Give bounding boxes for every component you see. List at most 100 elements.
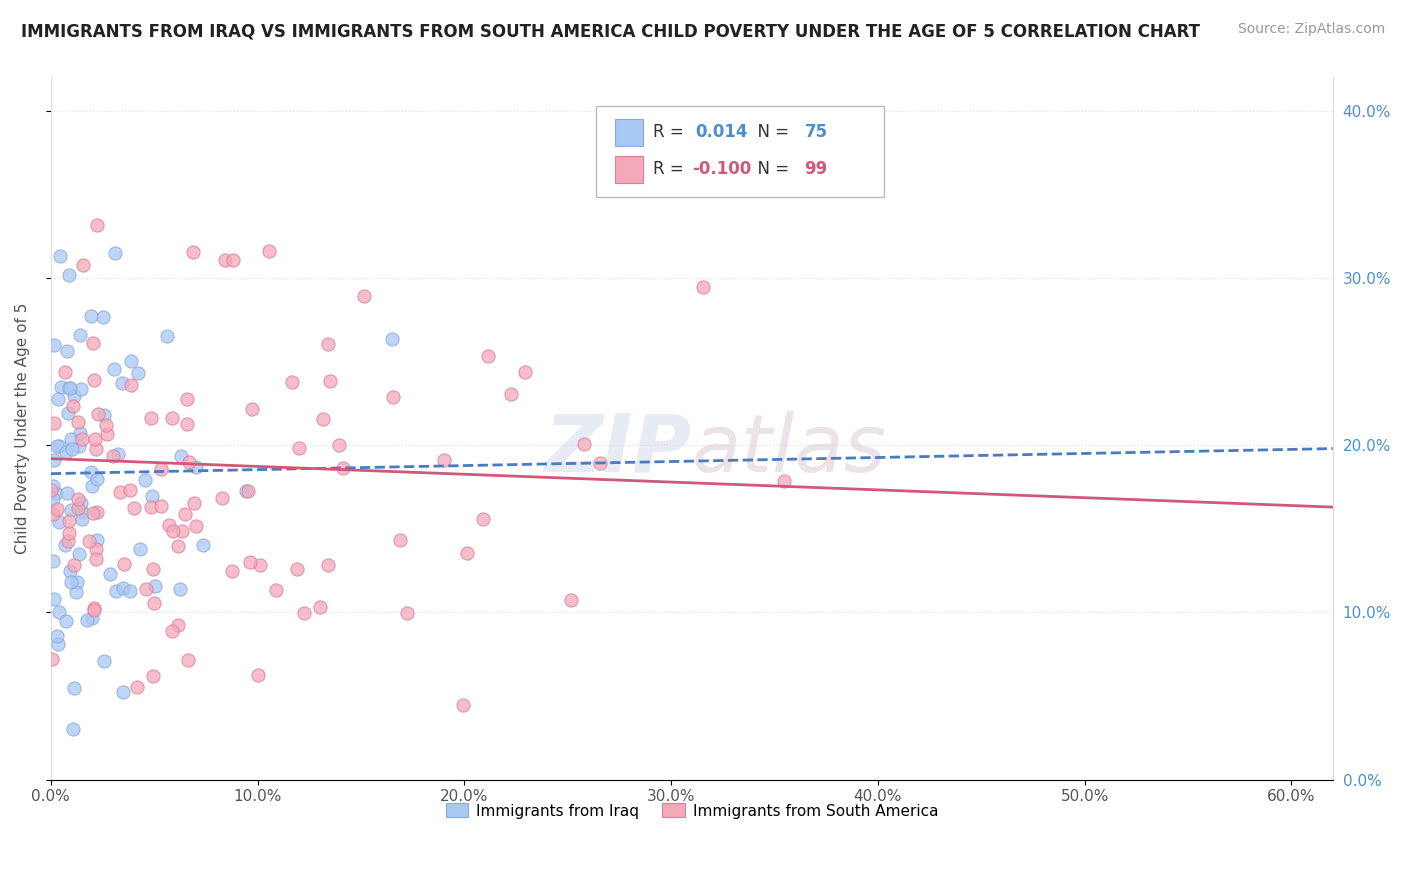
Point [167,617,190,632]
Point [55,343,77,358]
Point [118,483,141,497]
Point [82,507,104,521]
Point [135,582,157,597]
Point [59,381,82,395]
Point [120,353,142,368]
Point [42,507,65,521]
Point [48,605,70,619]
Point [94,418,117,433]
Point [56,533,79,548]
Point [184,460,207,475]
Point [80,479,103,493]
Point [59,432,82,446]
Text: 0.014: 0.014 [696,123,748,141]
Point [143,579,166,593]
Y-axis label: Child Poverty Under the Age of 5: Child Poverty Under the Age of 5 [15,303,30,554]
Point [48,439,70,453]
Point [176,417,198,432]
Point [179,455,201,469]
Point [285,562,308,576]
Point [111,581,134,595]
Point [104,584,127,599]
Point [183,496,205,510]
Point [44,416,66,430]
Point [183,245,205,260]
Point [221,564,243,578]
Point [247,668,270,682]
Point [240,402,263,417]
Point [167,539,190,553]
Point [222,252,245,267]
Point [319,374,342,388]
Point [328,438,350,452]
Point [560,593,582,607]
Point [281,376,304,390]
Point [162,524,184,538]
Point [572,436,595,450]
Point [156,329,179,343]
Text: ZIP: ZIP [544,410,692,489]
Point [162,411,184,425]
Point [86,542,108,557]
Point [56,485,79,500]
Point [214,253,236,268]
Point [83,600,105,615]
Point [58,514,80,528]
Point [63,681,86,695]
Point [141,489,163,503]
Point [111,376,134,390]
Point [77,534,100,549]
Point [44,591,66,606]
Point [48,515,70,529]
Point [58,526,80,541]
Point [104,246,127,260]
Text: atlas: atlas [692,410,887,489]
Point [58,268,80,282]
Point [62,723,84,737]
Point [134,473,156,487]
Point [257,244,280,259]
Point [84,432,107,446]
Point [45,439,67,453]
Point [70,512,93,526]
Point [332,460,354,475]
Point [76,613,98,627]
Text: -0.100: -0.100 [692,161,751,178]
Point [53,538,76,552]
Point [143,596,166,610]
Point [86,505,108,519]
Point [472,512,495,526]
Point [83,603,105,617]
Point [172,524,194,538]
Point [353,289,375,303]
Point [49,379,72,393]
Point [46,629,69,643]
Point [42,453,65,467]
Point [42,479,65,493]
Point [46,637,69,651]
Point [433,452,456,467]
Point [122,501,145,516]
Point [142,669,165,683]
Point [80,465,103,479]
Point [773,474,796,488]
Point [389,533,412,547]
Point [49,249,72,263]
Point [108,485,131,500]
Point [86,219,108,233]
Point [66,491,89,506]
Point [101,449,124,463]
Point [141,411,163,425]
Point [236,483,259,498]
Text: IMMIGRANTS FROM IRAQ VS IMMIGRANTS FROM SOUTH AMERICA CHILD POVERTY UNDER THE AG: IMMIGRANTS FROM IRAQ VS IMMIGRANTS FROM … [21,22,1201,40]
Point [100,567,122,582]
Point [44,338,66,352]
Point [170,450,193,464]
Point [82,336,104,351]
Point [41,651,63,665]
Text: R =: R = [654,161,689,178]
Text: 99: 99 [804,161,828,178]
Point [127,680,149,694]
Point [107,447,129,461]
Point [86,533,108,547]
